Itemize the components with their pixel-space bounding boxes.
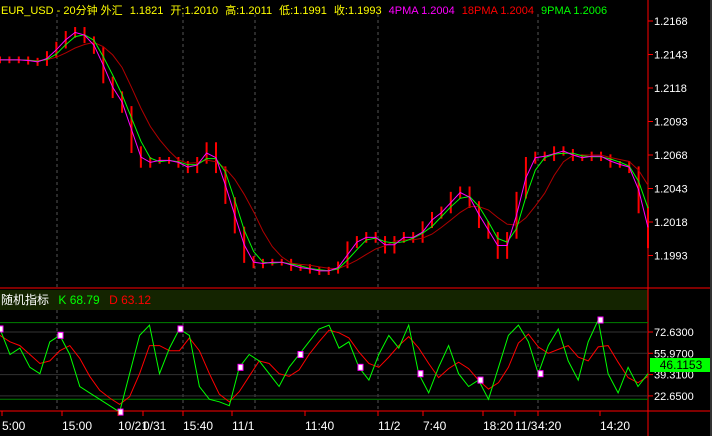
time-tick-label: 10/21 xyxy=(118,419,148,433)
signal-marker xyxy=(477,376,484,384)
indicator-tick-label: 55.9700 xyxy=(654,348,694,360)
signal-marker xyxy=(57,331,64,339)
indicator-tick-label: 22.6500 xyxy=(654,391,694,403)
signal-marker xyxy=(237,363,244,371)
indicator-tick-label: 72.6300 xyxy=(654,327,694,339)
time-tick-label: 11/2 xyxy=(378,419,401,433)
open-price: 开:1.2010 xyxy=(170,5,219,17)
current-value-label: 46.1153 xyxy=(650,358,712,372)
time-tick-label: 11/1 xyxy=(232,419,255,433)
time-tick-label: 15:40 xyxy=(183,419,213,433)
indicator-title: 随机指标 xyxy=(1,293,50,307)
time-tick-label: 7:40 xyxy=(423,419,447,433)
indicator-header-band xyxy=(0,290,648,310)
time-tick-label: 15:00 xyxy=(62,419,92,433)
k-legend: K 68.79 xyxy=(58,293,100,307)
high-price: 高:1.2011 xyxy=(225,5,273,17)
ma9-legend: 9PMA 1.2006 xyxy=(541,5,608,17)
time-tick-label: 18:20 xyxy=(483,419,513,433)
price-tick-label: 1.2143 xyxy=(654,50,688,62)
signal-marker xyxy=(597,316,604,324)
time-tick-label: 11/3 xyxy=(515,419,538,433)
signal-marker xyxy=(297,351,304,359)
signal-marker xyxy=(537,370,544,378)
price-tick-label: 1.2043 xyxy=(654,184,688,196)
signal-marker xyxy=(117,408,124,416)
close-price: 收:1.1993 xyxy=(333,5,382,17)
ma4-line xyxy=(0,31,649,272)
time-tick-label: 11:40 xyxy=(305,419,334,433)
d-legend: D 63.12 xyxy=(109,293,152,307)
k-line xyxy=(0,318,649,413)
time-tick-label: 0/31 xyxy=(143,419,167,433)
indicator-tick-label: 39.3100 xyxy=(654,370,694,382)
signal-marker xyxy=(417,370,424,378)
time-tick-label: 5:00 xyxy=(2,419,26,433)
ma18-line xyxy=(0,41,649,270)
price-tick-label: 1.2068 xyxy=(654,150,688,162)
indicator-header: 随机指标 K 68.79 D 63.12 xyxy=(1,291,157,308)
time-tick-label: 14:20 xyxy=(600,419,630,433)
price-tick-label: 1.2018 xyxy=(654,217,688,229)
signal-marker xyxy=(357,363,364,371)
low-price: 低:1.1991 xyxy=(279,5,327,17)
price-tick-label: 1.2118 xyxy=(654,83,687,95)
scrollbar[interactable] xyxy=(710,0,712,436)
price-tick-label: 1.2168 xyxy=(654,16,688,28)
ma18-legend: 18PMA 1.2004 xyxy=(461,5,534,17)
signal-marker xyxy=(177,325,184,333)
ma4-legend: 4PMA 1.2004 xyxy=(388,5,455,17)
price-tick-label: 1.1993 xyxy=(654,251,688,263)
symbol-title: EUR_USD - 20分钟 外汇 xyxy=(1,5,123,17)
ma9-line xyxy=(0,34,649,272)
price-tick-label: 1.2093 xyxy=(654,117,688,129)
time-tick-label: 4:20 xyxy=(538,419,562,433)
last-price: 1.1821 xyxy=(129,5,164,17)
d-line xyxy=(0,329,649,406)
signal-marker xyxy=(0,325,4,333)
price-header: EUR_USD - 20分钟 外汇 1.1821 开:1.2010 高:1.20… xyxy=(1,2,611,18)
